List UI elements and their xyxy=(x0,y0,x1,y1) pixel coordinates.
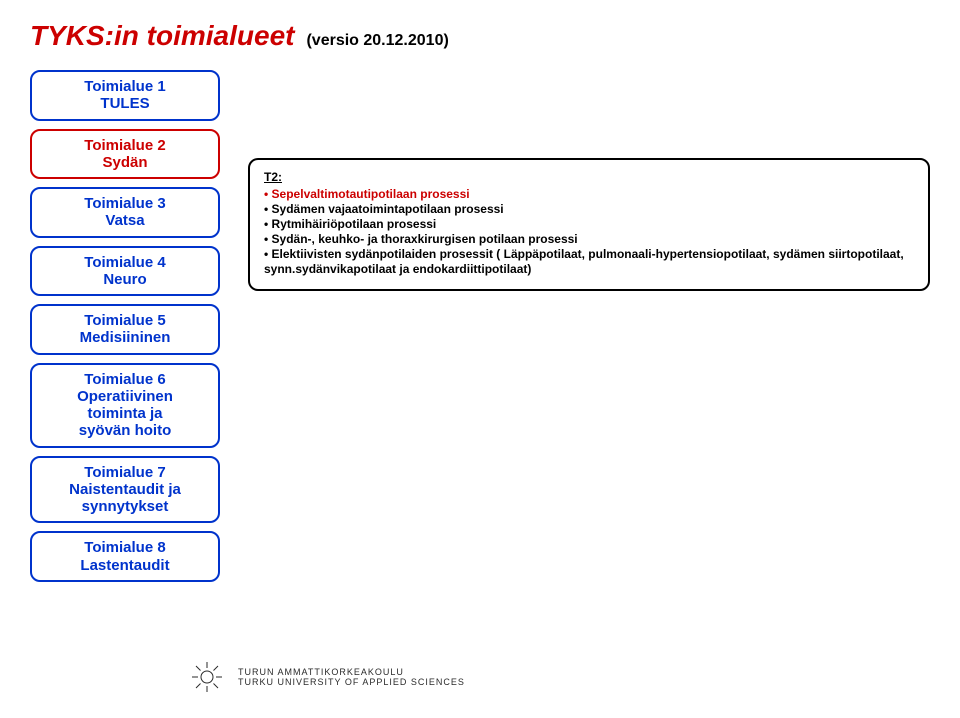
callout-item: Sydän-, keuhko- ja thoraxkirurgisen poti… xyxy=(264,232,914,247)
right-column: T2: Sepelvaltimotautipotilaan prosessiSy… xyxy=(248,70,930,291)
callout-head: T2: xyxy=(264,170,914,185)
page-title: TYKS:in toimialueet xyxy=(30,20,294,52)
box-line: syövän hoito xyxy=(42,422,208,439)
footer-line-2: TURKU UNIVERSITY OF APPLIED SCIENCES xyxy=(238,677,465,687)
box-t5: Toimialue 5Medisiininen xyxy=(30,304,220,355)
footer-logo: TURUN AMMATTIKORKEAKOULU TURKU UNIVERSIT… xyxy=(190,660,465,694)
logo-icon xyxy=(190,660,224,694)
box-line: Naistentaudit ja xyxy=(42,481,208,498)
box-line: Toimialue 3 xyxy=(42,195,208,212)
box-t8: Toimialue 8Lastentaudit xyxy=(30,531,220,582)
left-column: Toimialue 1TULESToimialue 2SydänToimialu… xyxy=(30,70,220,582)
logo-text: TURUN AMMATTIKORKEAKOULU TURKU UNIVERSIT… xyxy=(238,667,465,687)
box-t1: Toimialue 1TULES xyxy=(30,70,220,121)
box-line: Lastentaudit xyxy=(42,557,208,574)
box-line: Toimialue 4 xyxy=(42,254,208,271)
box-t6: Toimialue 6Operatiivinentoiminta jasyövä… xyxy=(30,363,220,448)
callout-item: Rytmihäiriöpotilaan prosessi xyxy=(264,217,914,232)
box-line: toiminta ja xyxy=(42,405,208,422)
box-t4: Toimialue 4Neuro xyxy=(30,246,220,297)
box-t7: Toimialue 7Naistentaudit jasynnytykset xyxy=(30,456,220,524)
callout-item-highlight: Sepelvaltimotautipotilaan prosessi xyxy=(264,187,914,202)
content-columns: Toimialue 1TULESToimialue 2SydänToimialu… xyxy=(30,70,930,582)
box-line: Vatsa xyxy=(42,212,208,229)
box-line: Medisiininen xyxy=(42,329,208,346)
box-t3: Toimialue 3Vatsa xyxy=(30,187,220,238)
callout-item: Sydämen vajaatoimintapotilaan prosessi xyxy=(264,202,914,217)
box-line: Toimialue 2 xyxy=(42,137,208,154)
box-line: synnytykset xyxy=(42,498,208,515)
box-line: TULES xyxy=(42,95,208,112)
box-line: Toimialue 5 xyxy=(42,312,208,329)
box-line: Toimialue 1 xyxy=(42,78,208,95)
callout-item: Elektiivisten sydänpotilaiden prosessit … xyxy=(264,247,914,277)
box-line: Sydän xyxy=(42,154,208,171)
box-t2: Toimialue 2Sydän xyxy=(30,129,220,180)
title-row: TYKS:in toimialueet (versio 20.12.2010) xyxy=(30,20,930,52)
box-line: Neuro xyxy=(42,271,208,288)
footer-line-1: TURUN AMMATTIKORKEAKOULU xyxy=(238,667,465,677)
version-label: (versio 20.12.2010) xyxy=(306,32,448,50)
box-line: Operatiivinen xyxy=(42,388,208,405)
callout-box: T2: Sepelvaltimotautipotilaan prosessiSy… xyxy=(248,158,930,291)
box-line: Toimialue 7 xyxy=(42,464,208,481)
callout-list: Sepelvaltimotautipotilaan prosessiSydäme… xyxy=(264,187,914,277)
box-line: Toimialue 8 xyxy=(42,539,208,556)
box-line: Toimialue 6 xyxy=(42,371,208,388)
